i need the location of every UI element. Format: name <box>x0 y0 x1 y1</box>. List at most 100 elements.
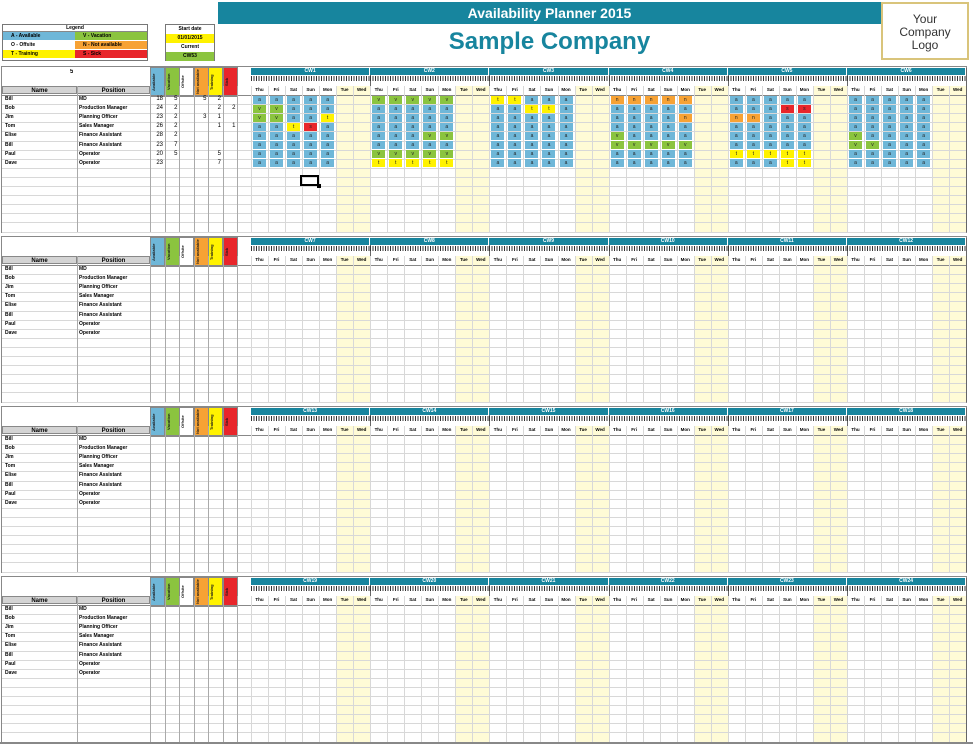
schedule-cell[interactable]: a <box>729 95 743 104</box>
schedule-cell[interactable]: a <box>763 131 777 140</box>
schedule-cell[interactable]: a <box>729 122 743 131</box>
schedule-cell[interactable]: a <box>763 104 777 113</box>
schedule-cell[interactable]: v <box>440 95 454 104</box>
schedule-cell[interactable]: a <box>729 159 743 168</box>
schedule-cell[interactable]: a <box>627 150 641 159</box>
schedule-cell[interactable]: a <box>406 104 420 113</box>
employee-name[interactable]: Paul <box>5 150 16 157</box>
schedule-cell[interactable]: a <box>491 131 505 140</box>
schedule-cell[interactable]: t <box>763 150 777 159</box>
schedule-cell[interactable]: n <box>644 95 658 104</box>
schedule-cell[interactable]: a <box>542 159 556 168</box>
schedule-cell[interactable]: a <box>440 104 454 113</box>
schedule-cell[interactable]: a <box>542 141 556 149</box>
schedule-cell[interactable]: a <box>661 113 675 122</box>
schedule-cell[interactable]: t <box>406 159 420 168</box>
schedule-cell[interactable]: a <box>746 141 760 149</box>
schedule-cell[interactable]: a <box>780 122 794 131</box>
schedule-cell[interactable]: v <box>866 141 880 149</box>
schedule-cell[interactable]: s <box>797 104 811 113</box>
schedule-cell[interactable]: a <box>406 131 420 140</box>
employee-position[interactable]: Operator <box>79 329 101 336</box>
schedule-cell[interactable]: a <box>508 141 522 149</box>
schedule-cell[interactable]: a <box>797 131 811 140</box>
employee-name[interactable]: Jim <box>5 624 14 631</box>
employee-position[interactable]: Finance Assistant <box>79 472 122 479</box>
schedule-cell[interactable]: a <box>866 113 880 122</box>
employee-name[interactable]: Bill <box>5 266 13 272</box>
employee-name[interactable]: Paul <box>5 490 16 497</box>
schedule-cell[interactable]: a <box>729 104 743 113</box>
schedule-cell[interactable]: v <box>372 150 386 159</box>
employee-name[interactable]: Elise <box>5 302 17 309</box>
employee-name[interactable]: Bob <box>5 105 15 112</box>
schedule-cell[interactable]: a <box>883 122 897 131</box>
schedule-cell[interactable]: s <box>780 104 794 113</box>
employee-position[interactable]: Sales Manager <box>79 633 115 640</box>
employee-position[interactable]: Finance Assistant <box>79 642 122 649</box>
employee-position[interactable]: Production Manager <box>79 105 128 112</box>
schedule-cell[interactable]: a <box>321 150 335 159</box>
schedule-cell[interactable]: a <box>321 122 335 131</box>
employee-position[interactable]: Operator <box>79 669 101 676</box>
schedule-cell[interactable]: a <box>763 122 777 131</box>
schedule-cell[interactable]: a <box>287 159 301 168</box>
schedule-cell[interactable]: n <box>661 95 675 104</box>
schedule-cell[interactable]: a <box>746 159 760 168</box>
schedule-cell[interactable]: a <box>253 95 266 104</box>
employee-name[interactable]: Jim <box>5 454 14 461</box>
schedule-cell[interactable]: v <box>849 131 862 140</box>
employee-name[interactable]: Bill <box>5 96 13 102</box>
schedule-cell[interactable]: a <box>866 159 880 168</box>
schedule-cell[interactable]: t <box>746 150 760 159</box>
schedule-cell[interactable]: a <box>849 122 862 131</box>
schedule-cell[interactable]: v <box>644 141 658 149</box>
schedule-cell[interactable]: a <box>678 131 692 140</box>
schedule-cell[interactable]: a <box>883 141 897 149</box>
schedule-cell[interactable]: a <box>661 159 675 168</box>
schedule-cell[interactable]: n <box>678 95 692 104</box>
schedule-cell[interactable]: v <box>423 95 437 104</box>
schedule-cell[interactable]: a <box>491 122 505 131</box>
schedule-cell[interactable]: a <box>491 150 505 159</box>
schedule-cell[interactable]: a <box>559 131 573 140</box>
employee-name[interactable]: Bill <box>5 481 13 488</box>
schedule-cell[interactable]: a <box>866 104 880 113</box>
schedule-cell[interactable]: a <box>491 113 505 122</box>
schedule-cell[interactable]: a <box>917 150 931 159</box>
schedule-cell[interactable]: a <box>423 113 437 122</box>
schedule-cell[interactable]: a <box>780 141 794 149</box>
schedule-cell[interactable]: a <box>321 159 335 168</box>
schedule-cell[interactable]: a <box>440 122 454 131</box>
employee-position[interactable]: Operator <box>79 320 101 327</box>
schedule-cell[interactable]: v <box>389 95 403 104</box>
schedule-cell[interactable]: a <box>917 113 931 122</box>
schedule-cell[interactable]: a <box>270 95 284 104</box>
employee-position[interactable]: Production Manager <box>79 615 128 622</box>
schedule-cell[interactable]: a <box>746 95 760 104</box>
schedule-cell[interactable]: a <box>559 104 573 113</box>
schedule-cell[interactable]: a <box>270 122 284 131</box>
schedule-cell[interactable]: a <box>900 150 914 159</box>
employee-position[interactable]: Sales Manager <box>79 463 115 470</box>
schedule-cell[interactable]: a <box>746 122 760 131</box>
schedule-cell[interactable]: a <box>372 113 386 122</box>
schedule-cell[interactable]: v <box>389 150 403 159</box>
schedule-cell[interactable]: a <box>644 104 658 113</box>
schedule-cell[interactable]: v <box>440 150 454 159</box>
schedule-cell[interactable]: a <box>917 159 931 168</box>
schedule-cell[interactable]: v <box>270 104 284 113</box>
schedule-cell[interactable]: t <box>780 159 794 168</box>
employee-position[interactable]: Finance Assistant <box>79 132 122 139</box>
schedule-cell[interactable]: a <box>542 95 556 104</box>
schedule-cell[interactable]: v <box>440 131 454 140</box>
employee-name[interactable]: Bill <box>5 436 13 442</box>
schedule-cell[interactable]: a <box>389 113 403 122</box>
schedule-cell[interactable]: a <box>287 131 301 140</box>
schedule-cell[interactable]: a <box>849 159 862 168</box>
schedule-cell[interactable]: s <box>304 122 318 131</box>
schedule-cell[interactable]: a <box>866 131 880 140</box>
schedule-cell[interactable]: a <box>900 122 914 131</box>
schedule-cell[interactable]: t <box>508 95 522 104</box>
schedule-cell[interactable]: a <box>321 95 335 104</box>
